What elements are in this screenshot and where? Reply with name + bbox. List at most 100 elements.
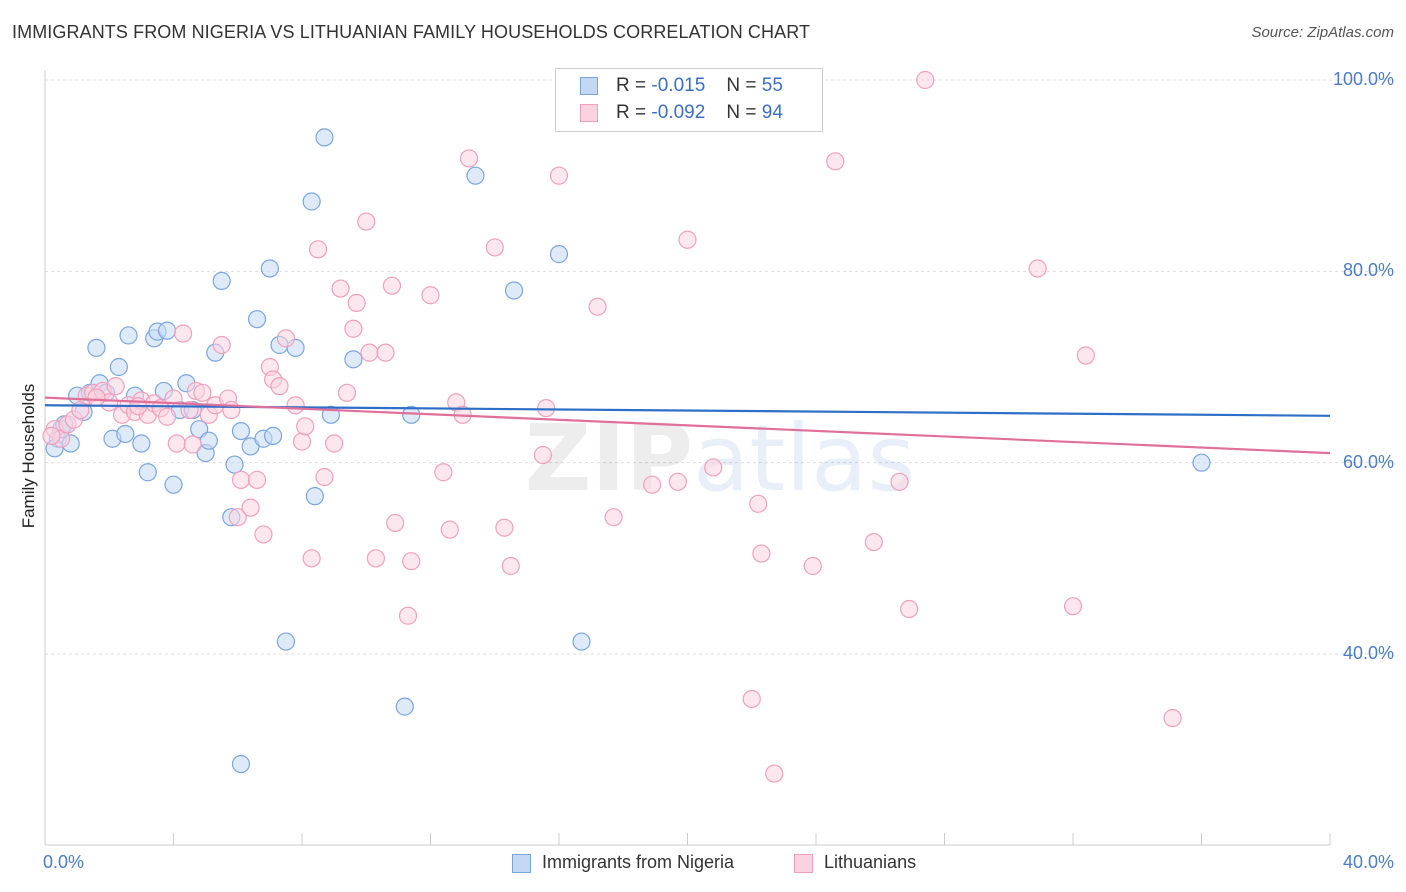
point-nigeria[interactable]: [87, 338, 106, 357]
point-lithuanians[interactable]: [167, 434, 186, 453]
point-nigeria[interactable]: [231, 754, 251, 774]
point-nigeria[interactable]: [199, 431, 218, 450]
point-lithuanians[interactable]: [1076, 346, 1095, 365]
point-nigeria[interactable]: [504, 281, 524, 300]
point-nigeria[interactable]: [119, 326, 138, 345]
point-lithuanians[interactable]: [434, 463, 453, 482]
point-lithuanians[interactable]: [704, 458, 723, 477]
point-lithuanians[interactable]: [87, 388, 106, 407]
point-lithuanians[interactable]: [864, 532, 883, 552]
point-lithuanians[interactable]: [276, 329, 296, 348]
point-nigeria[interactable]: [116, 424, 135, 444]
point-lithuanians[interactable]: [588, 297, 607, 316]
point-lithuanians[interactable]: [826, 152, 845, 171]
point-nigeria[interactable]: [263, 426, 283, 445]
point-lithuanians[interactable]: [360, 343, 379, 362]
point-nigeria[interactable]: [225, 455, 244, 474]
legend-n-label: N =: [726, 75, 757, 96]
point-lithuanians[interactable]: [270, 377, 289, 396]
point-lithuanians[interactable]: [315, 467, 334, 487]
point-lithuanians[interactable]: [286, 396, 305, 415]
point-nigeria[interactable]: [466, 166, 485, 185]
point-lithuanians[interactable]: [678, 230, 697, 249]
point-lithuanians[interactable]: [174, 324, 193, 343]
point-lithuanians[interactable]: [247, 470, 267, 489]
point-lithuanians[interactable]: [900, 599, 919, 619]
point-lithuanians[interactable]: [1063, 597, 1083, 616]
point-lithuanians[interactable]: [668, 472, 687, 491]
point-nigeria[interactable]: [1192, 453, 1211, 472]
point-lithuanians[interactable]: [193, 383, 212, 402]
point-lithuanians[interactable]: [302, 549, 321, 568]
point-lithuanians[interactable]: [1163, 708, 1182, 728]
point-lithuanians[interactable]: [752, 544, 771, 563]
point-lithuanians[interactable]: [292, 432, 312, 451]
point-lithuanians[interactable]: [765, 764, 784, 783]
point-lithuanians[interactable]: [357, 212, 376, 231]
point-lithuanians[interactable]: [501, 556, 520, 576]
point-lithuanians[interactable]: [347, 293, 366, 313]
point-nigeria[interactable]: [132, 434, 151, 453]
point-lithuanians[interactable]: [183, 435, 202, 454]
point-lithuanians[interactable]: [164, 389, 183, 408]
point-nigeria[interactable]: [138, 463, 157, 482]
point-lithuanians[interactable]: [459, 149, 479, 168]
point-nigeria[interactable]: [395, 697, 414, 716]
point-lithuanians[interactable]: [604, 508, 623, 527]
point-lithuanians[interactable]: [916, 70, 935, 90]
point-lithuanians[interactable]: [440, 520, 459, 539]
point-nigeria[interactable]: [315, 128, 334, 147]
point-lithuanians[interactable]: [537, 399, 556, 418]
point-lithuanians[interactable]: [398, 606, 418, 625]
point-lithuanians[interactable]: [157, 407, 177, 426]
point-nigeria[interactable]: [157, 321, 177, 340]
y-tick-label: 40.0%: [1342, 643, 1394, 663]
point-lithuanians[interactable]: [42, 426, 61, 445]
point-lithuanians[interactable]: [106, 377, 125, 396]
point-lithuanians[interactable]: [308, 240, 328, 259]
point-lithuanians[interactable]: [222, 400, 241, 420]
point-lithuanians[interactable]: [325, 434, 344, 453]
point-lithuanians[interactable]: [421, 286, 440, 305]
point-lithuanians[interactable]: [366, 549, 385, 568]
point-lithuanians[interactable]: [1028, 259, 1047, 278]
point-lithuanians[interactable]: [485, 238, 504, 257]
point-lithuanians[interactable]: [386, 513, 405, 533]
point-nigeria[interactable]: [344, 350, 363, 369]
point-lithuanians[interactable]: [231, 470, 251, 489]
point-lithuanians[interactable]: [296, 417, 315, 436]
point-lithuanians[interactable]: [241, 498, 260, 517]
legend-r-label: R =: [616, 75, 647, 96]
point-nigeria[interactable]: [305, 487, 324, 506]
point-nigeria[interactable]: [302, 192, 321, 211]
point-lithuanians[interactable]: [228, 508, 247, 527]
series-nigeria-points: [45, 128, 1211, 774]
point-nigeria[interactable]: [260, 259, 279, 278]
point-lithuanians[interactable]: [376, 343, 395, 362]
point-lithuanians[interactable]: [212, 335, 231, 355]
point-lithuanians[interactable]: [749, 494, 768, 513]
point-lithuanians[interactable]: [549, 166, 569, 185]
point-nigeria[interactable]: [109, 357, 128, 377]
point-nigeria[interactable]: [572, 632, 591, 651]
point-lithuanians[interactable]: [337, 383, 357, 402]
point-lithuanians[interactable]: [803, 556, 822, 576]
point-lithuanians[interactable]: [331, 279, 350, 298]
point-lithuanians[interactable]: [742, 689, 761, 709]
point-lithuanians[interactable]: [254, 525, 273, 544]
point-lithuanians[interactable]: [533, 445, 553, 465]
point-lithuanians[interactable]: [382, 276, 402, 295]
point-lithuanians[interactable]: [402, 552, 421, 571]
point-lithuanians[interactable]: [643, 475, 662, 494]
point-nigeria[interactable]: [276, 632, 296, 651]
point-lithuanians[interactable]: [344, 319, 363, 338]
point-nigeria[interactable]: [212, 271, 231, 290]
legend-swatch-lithuanians: [794, 854, 813, 873]
point-nigeria[interactable]: [549, 245, 569, 264]
point-nigeria[interactable]: [247, 310, 267, 329]
point-nigeria[interactable]: [231, 421, 251, 441]
point-nigeria[interactable]: [164, 475, 183, 494]
legend-r-value-nigeria: -0.015: [651, 75, 706, 96]
point-lithuanians[interactable]: [890, 472, 909, 491]
point-lithuanians[interactable]: [495, 518, 514, 537]
